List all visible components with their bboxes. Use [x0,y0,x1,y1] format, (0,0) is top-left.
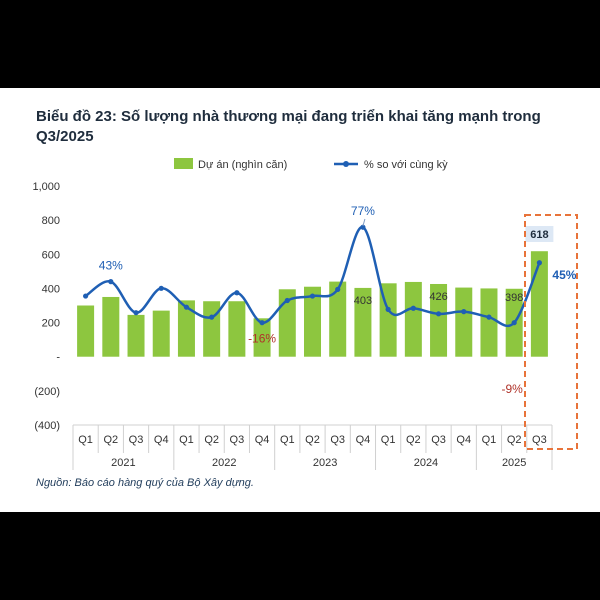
legend-bar-label: Dự án (nghìn căn) [198,159,287,171]
line-data-label: 77% [351,204,375,218]
label-leader-line [362,218,366,227]
y-tick-label: - [56,352,60,364]
bar [278,289,296,357]
y-tick-label: (200) [34,386,60,398]
line-point [83,293,89,299]
x-tick-label: Q2 [406,434,421,446]
bar [404,281,422,357]
x-tick-label: Q2 [103,434,118,446]
line-point [435,311,442,317]
bar [480,288,498,357]
line-data-label: -9% [502,382,524,396]
bar-data-label: 403 [354,295,372,307]
bar [430,283,448,357]
x-tick-label: Q2 [507,434,522,446]
line-point [108,279,114,285]
y-tick-label: 800 [42,215,60,227]
bar [102,296,120,357]
bar [354,287,372,357]
x-tick-label: Q1 [381,434,396,446]
line-point [284,297,290,304]
line-point [360,224,366,230]
year-label: 2021 [111,457,135,469]
x-tick-label: Q3 [230,434,245,446]
line-data-label: 45% [552,268,576,282]
line-point [209,314,215,320]
line-data-label: 43% [99,259,123,273]
x-tick-label: Q1 [482,434,497,446]
line-point [385,306,391,312]
legend-line-label: % so với cùng kỳ [364,159,448,171]
bar [329,281,347,357]
legend-bar-swatch [174,158,193,169]
line-point [183,304,190,310]
legend-line-marker [343,161,349,167]
line-point [259,320,265,326]
bar [152,310,170,357]
line-point [511,320,517,326]
chart-title: Biểu đồ 23: Số lượng nhà thương mại đang… [36,108,541,145]
bar-data-label: 398 [505,292,523,304]
bar-data-label: 426 [429,291,447,303]
x-tick-label: Q1 [280,434,295,446]
line-point [133,310,139,316]
x-tick-label: Q4 [154,434,169,446]
x-tick-label: Q4 [356,434,371,446]
line-point [234,290,240,296]
line-point [486,314,492,320]
bar [203,301,221,357]
x-tick-label: Q2 [305,434,320,446]
year-label: 2025 [502,457,526,469]
line-point [536,260,542,266]
x-tick-label: Q1 [179,434,194,446]
bar [304,286,321,357]
bar [77,305,95,357]
year-label: 2022 [212,457,236,469]
x-tick-label: Q2 [204,434,219,446]
y-tick-label: 600 [42,249,60,261]
year-label: 2023 [313,457,337,469]
x-tick-label: Q3 [431,434,446,446]
bar [177,300,195,357]
y-tick-label: 1,000 [32,181,60,193]
x-tick-label: Q4 [456,434,471,446]
line-point [410,305,416,311]
y-tick-label: 400 [42,283,60,295]
line-data-label: -16% [248,332,276,346]
x-tick-label: Q3 [330,434,345,446]
line-point [158,285,164,291]
x-tick-label: Q4 [255,434,270,446]
bar [455,287,473,357]
bar [127,314,145,357]
x-tick-label: Q3 [532,434,547,446]
x-tick-label: Q3 [129,434,144,446]
y-tick-label: (400) [34,420,60,432]
line-point [461,309,467,315]
bar [253,318,271,357]
year-label: 2024 [414,457,438,469]
line-point [335,286,341,292]
bar [228,301,246,357]
chart-source: Nguồn: Báo cáo hàng quý của Bộ Xây dựng. [36,477,254,489]
bar-data-label: 618 [530,229,548,241]
highlight-box [524,214,578,450]
line-point [309,293,316,299]
bar [530,251,548,357]
x-tick-label: Q1 [78,434,93,446]
bar-label-box [525,226,554,242]
y-tick-label: 200 [42,318,60,330]
